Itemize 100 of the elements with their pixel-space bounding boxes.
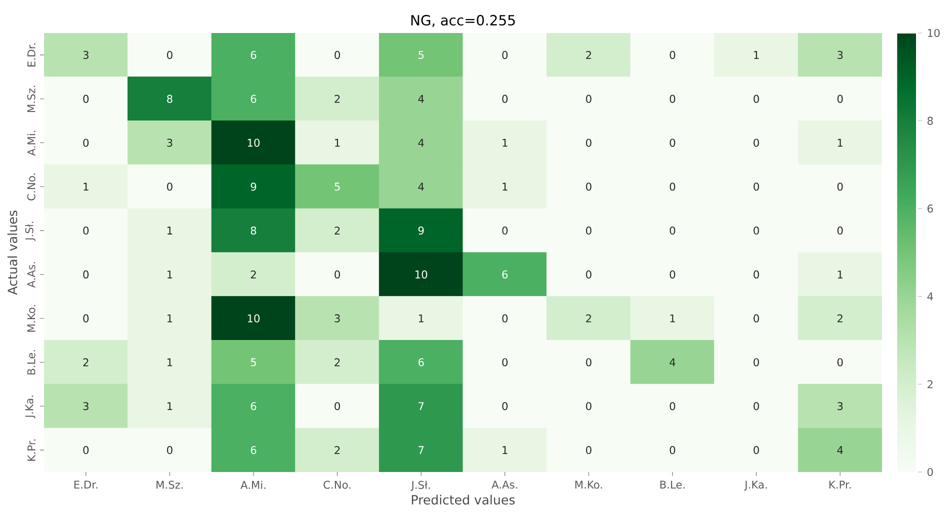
data-label: 8 [167,94,172,103]
data-label: 0 [334,402,340,410]
data-label: 2 [586,50,592,59]
data-label: 0 [586,138,592,147]
data-label: 4 [670,358,676,366]
data-label: 0 [334,50,340,59]
data-label: 3 [83,402,88,410]
data-label: 8 [250,226,256,235]
x-tick-label: K.Pr. [829,480,851,488]
color-bar-label: 2 [928,380,933,388]
data-label: 10 [415,270,428,278]
data-label: 6 [250,446,256,454]
data-label: 2 [334,226,340,235]
data-label: 5 [334,182,340,191]
data-label: 0 [754,314,759,322]
data-label: 10 [248,138,260,147]
data-label: 1 [84,182,88,191]
y-tick-label: J.Ka. [25,396,36,418]
data-label: 2 [250,270,256,278]
data-label: 1 [838,270,843,278]
y-tick-label: E.Dr. [28,44,36,66]
data-label: 3 [838,50,843,59]
data-label: 1 [167,226,172,234]
data-label: 0 [586,446,592,454]
color-bar-label: 0 [928,468,933,476]
data-label: 0 [754,446,759,454]
x-tick-label: A.As. [492,480,518,489]
data-label: 2 [334,358,340,366]
data-label: 0 [586,358,592,366]
data-label: 1 [167,314,172,322]
data-label: 7 [418,446,424,454]
data-label: 0 [502,358,508,366]
data-label: 6 [250,402,256,410]
x-tick-label: B.Le. [660,480,685,489]
data-label: 0 [334,270,340,278]
data-label: 1 [418,314,424,322]
color-bar-label: 6 [928,204,933,213]
data-label: 5 [418,50,424,59]
data-label: 0 [83,138,89,147]
data-label: 0 [502,94,508,103]
data-label: 9 [250,182,256,191]
data-label: 0 [83,94,89,103]
data-label: 0 [837,94,843,103]
data-label: 4 [418,94,424,103]
data-label: 2 [334,446,340,454]
y-tick-label: M.Sz. [27,86,36,112]
data-label: 0 [837,358,843,366]
data-label: 1 [838,138,843,147]
data-label: 0 [502,50,508,59]
y-tick-label: K.Pr. [28,439,36,461]
data-label: 0 [167,182,172,191]
data-label: 1 [754,51,759,59]
data-label: 0 [670,50,676,59]
data-label: 0 [670,402,676,410]
data-label: 5 [250,358,256,366]
x-tick-label: J.Sł. [410,480,430,491]
y-tick-label: J.Sł. [25,222,36,241]
data-label: 2 [334,94,340,103]
x-tick-label: J.Ka. [744,480,767,491]
data-label: 6 [250,50,256,59]
data-label: 2 [586,314,592,322]
color-bar-label: 8 [928,116,933,125]
data-label: 4 [837,446,843,454]
data-label: 0 [837,182,843,191]
data-label: 0 [83,446,89,454]
data-label: 1 [167,402,172,410]
data-label: 6 [250,94,256,103]
data-label: 1 [167,270,172,278]
data-label: 2 [837,314,842,322]
x-tick-label: E.Dr. [74,480,98,488]
data-label: 0 [83,226,89,235]
data-label: 0 [586,94,592,103]
chart-title: NG, acc=0.255 [411,14,515,27]
data-label: 0 [167,50,172,59]
data-label: 1 [167,358,172,366]
data-label: 0 [670,270,676,278]
data-label: 6 [502,270,508,278]
x-tick-label: M.Ko. [575,480,602,489]
data-label: 10 [248,314,260,322]
data-label: 0 [754,358,759,366]
data-label: 0 [754,402,759,410]
y-tick-label: A.Mi. [27,130,36,156]
y-tick-label: M.Ko. [27,305,36,332]
x-tick-label: A.Mi. [240,480,266,489]
y-tick-label: B.Le. [27,350,36,374]
data-label: 0 [586,182,592,191]
data-label: 0 [754,138,759,147]
data-label: 4 [418,182,424,191]
data-label: 0 [670,138,676,147]
data-label: 7 [418,402,424,410]
data-label: 0 [754,94,759,103]
data-label: 0 [837,226,843,235]
data-label: 3 [83,50,88,59]
data-label: 3 [167,138,172,147]
data-label: 6 [418,358,424,366]
data-label: 9 [418,226,424,235]
data-label: 1 [502,446,508,454]
data-label: 0 [83,270,89,278]
y-tick-label: C.No. [27,174,36,200]
data-label: 3 [334,314,340,322]
